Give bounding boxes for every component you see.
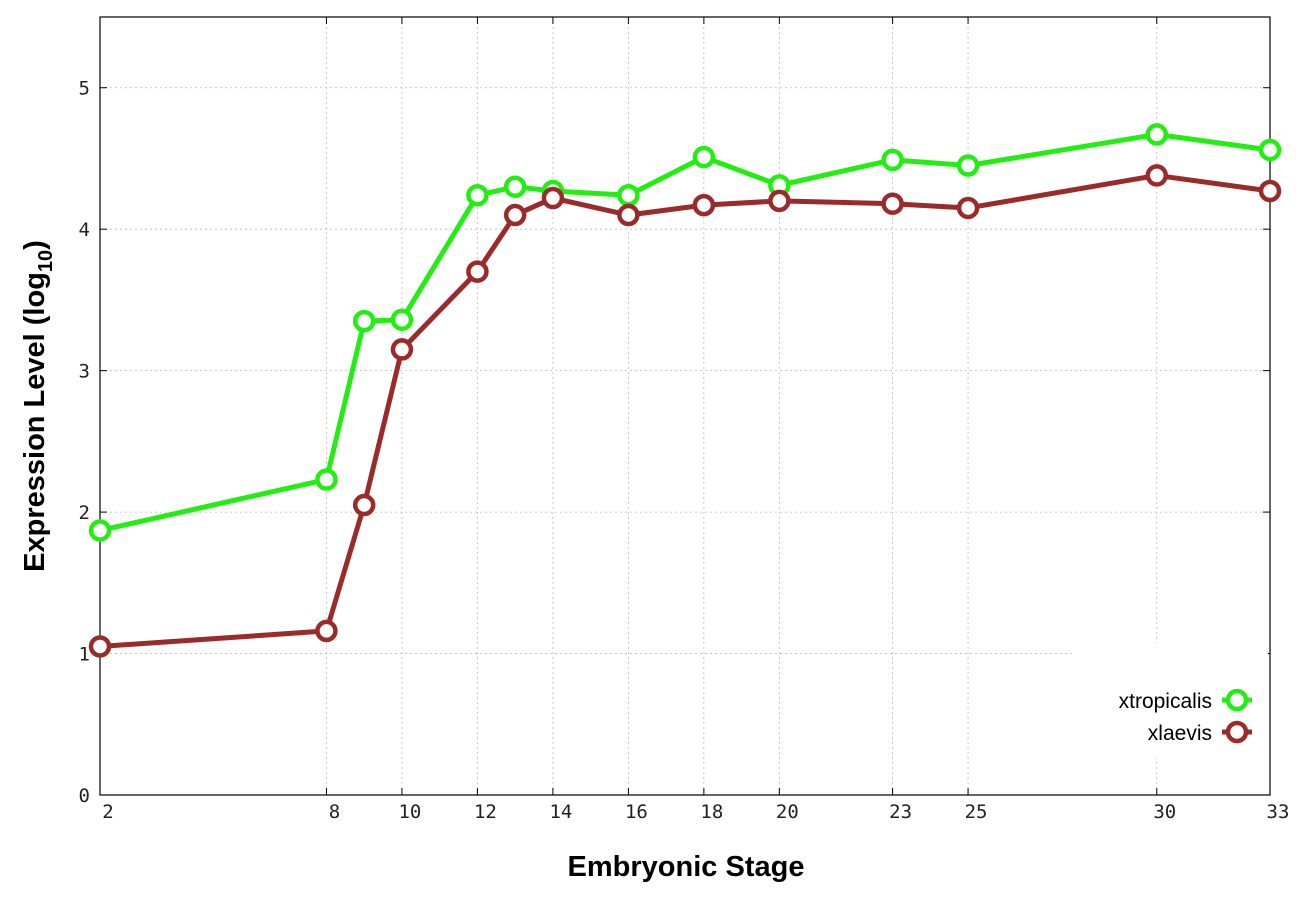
data-point-xtropicalis bbox=[617, 183, 640, 207]
data-point-xtropicalis bbox=[1145, 123, 1169, 146]
legend-label-xtropicalis: xtropicalis bbox=[1119, 690, 1212, 713]
legend-marker-xtropicalis bbox=[1225, 688, 1249, 712]
data-point-xtropicalis bbox=[390, 308, 414, 331]
data-point-xlaevis bbox=[541, 186, 565, 210]
y-axis-title-sub: 10 bbox=[35, 250, 57, 272]
y-axis-title-main: Expression Level (log bbox=[19, 272, 51, 572]
data-point-xlaevis bbox=[768, 189, 791, 213]
data-point-xlaevis bbox=[956, 196, 980, 220]
legend: xtropicalis xlaevis bbox=[1072, 643, 1268, 758]
y-tick-labels: 0 1 2 3 4 5 bbox=[79, 78, 90, 807]
data-point-xlaevis bbox=[617, 203, 640, 227]
legend-label-xlaevis: xlaevis bbox=[1148, 722, 1212, 745]
data-point-xlaevis bbox=[1145, 164, 1169, 187]
y-tick-label: 0 bbox=[79, 785, 90, 807]
data-point-xtropicalis bbox=[352, 309, 376, 333]
x-tick-labels: 2 8 10 12 14 16 18 20 23 25 30 33 bbox=[102, 801, 1289, 823]
y-tick-label: 2 bbox=[79, 502, 90, 524]
data-point-xtropicalis bbox=[692, 145, 716, 169]
x-tick-label: 18 bbox=[700, 801, 723, 823]
data-point-xtropicalis bbox=[881, 148, 904, 172]
data-point-xlaevis bbox=[390, 338, 414, 361]
x-tick-label: 25 bbox=[965, 801, 988, 823]
x-tick-label: 33 bbox=[1267, 801, 1290, 823]
y-axis-title: Expression Level (log10) bbox=[19, 240, 57, 572]
data-point-xlaevis bbox=[503, 203, 527, 227]
x-tick-label: 12 bbox=[474, 801, 497, 823]
x-axis-title: Embryonic Stage bbox=[568, 851, 805, 883]
data-point-xlaevis bbox=[466, 260, 489, 283]
axis-ticks bbox=[99, 17, 1271, 796]
data-point-xtropicalis bbox=[956, 154, 980, 177]
y-axis-title-close: ) bbox=[19, 240, 51, 250]
data-point-xlaevis bbox=[88, 635, 112, 658]
data-point-xtropicalis bbox=[315, 468, 338, 491]
plot-frame bbox=[99, 16, 1271, 796]
data-point-xtropicalis bbox=[88, 519, 112, 542]
series-line-xlaevis bbox=[99, 172, 1271, 649]
data-point-xlaevis bbox=[881, 192, 904, 215]
data-point-xtropicalis bbox=[1258, 138, 1282, 162]
x-tick-label: 14 bbox=[549, 801, 572, 823]
data-point-xtropicalis bbox=[466, 183, 489, 207]
y-tick-label: 3 bbox=[79, 361, 90, 383]
series-line-xtropicalis bbox=[99, 131, 1271, 533]
x-tick-label: 30 bbox=[1153, 801, 1176, 823]
data-point-xlaevis bbox=[315, 619, 338, 643]
y-tick-label: 5 bbox=[79, 78, 90, 100]
x-tick-label: 10 bbox=[398, 801, 421, 823]
data-point-xlaevis bbox=[352, 493, 376, 517]
legend-marker-xlaevis bbox=[1225, 720, 1249, 744]
x-tick-label: 8 bbox=[329, 801, 340, 823]
data-point-xlaevis bbox=[1258, 179, 1282, 203]
x-tick-label: 2 bbox=[102, 801, 113, 823]
data-point-xtropicalis bbox=[503, 175, 527, 198]
series-group bbox=[88, 123, 1282, 658]
x-tick-label: 16 bbox=[625, 801, 648, 823]
x-tick-label: 23 bbox=[889, 801, 912, 823]
data-point-xlaevis bbox=[692, 193, 716, 217]
y-tick-label: 1 bbox=[79, 644, 90, 666]
y-tick-label: 4 bbox=[79, 219, 90, 241]
x-tick-label: 20 bbox=[776, 801, 799, 823]
